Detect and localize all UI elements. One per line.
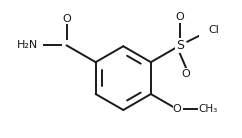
Text: O: O: [62, 14, 71, 24]
Text: O: O: [173, 104, 182, 114]
Text: Cl: Cl: [209, 25, 219, 35]
Text: S: S: [176, 39, 184, 52]
Text: H₂N: H₂N: [17, 40, 38, 51]
Text: O: O: [182, 69, 190, 79]
Text: CH₃: CH₃: [198, 104, 218, 114]
Text: O: O: [175, 12, 184, 22]
